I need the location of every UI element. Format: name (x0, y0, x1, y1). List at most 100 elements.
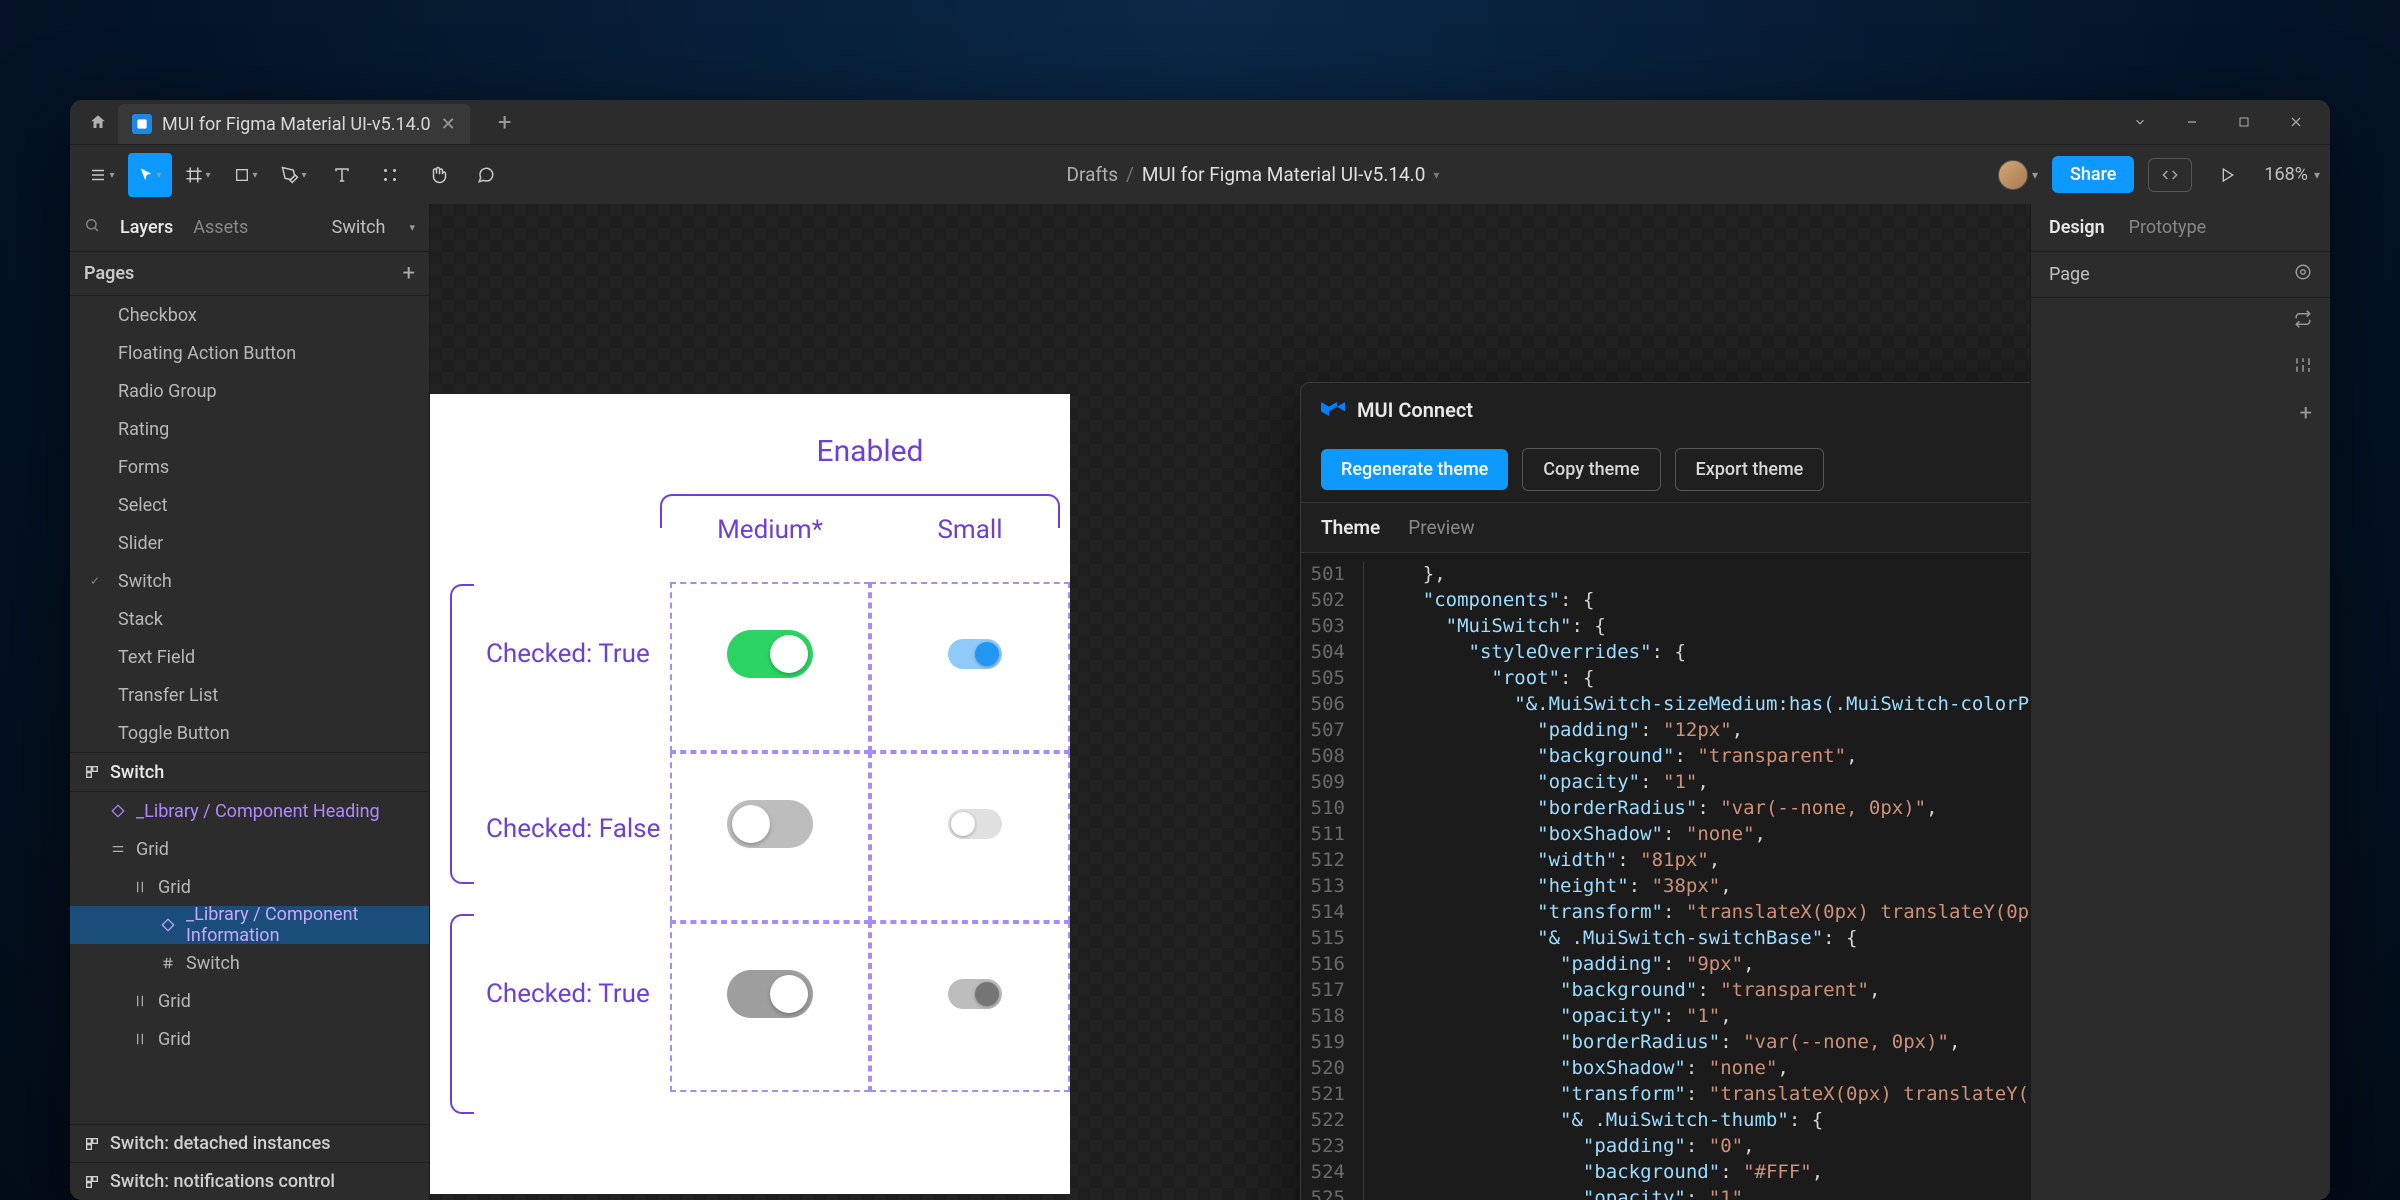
layer-item[interactable]: Grid (70, 830, 429, 868)
page-settings-icon[interactable] (2294, 263, 2312, 286)
design-tab[interactable]: Design (2049, 217, 2105, 238)
code-content: "opacity": "1", (1377, 1185, 2030, 1200)
page-item[interactable]: Stack (70, 600, 429, 638)
row-bracket (450, 914, 474, 1114)
page-item-label: Toggle Button (118, 723, 230, 744)
window-close-button[interactable] (2270, 100, 2322, 144)
titlebar: MUI for Figma Material UI-v5.14.0 ✕ + (70, 100, 2330, 144)
hand-tool-button[interactable] (416, 153, 460, 197)
copy-theme-button[interactable]: Copy theme (1522, 448, 1660, 491)
tab-title: MUI for Figma Material UI-v5.14.0 (162, 114, 431, 135)
pen-tool-button[interactable] (272, 153, 316, 197)
main-menu-button[interactable] (80, 153, 124, 197)
page-filter[interactable]: Switch (332, 217, 386, 238)
line-number: 514 (1301, 899, 1363, 925)
page-item[interactable]: Select (70, 486, 429, 524)
footer-item[interactable]: Switch: detached instances (70, 1124, 429, 1162)
code-content: "background": "transparent", (1377, 977, 2030, 1003)
code-content: "padding": "12px", (1377, 717, 2030, 743)
code-editor[interactable]: 501 },502 "components": {503 "MuiSwitch"… (1301, 553, 2030, 1200)
search-icon[interactable] (84, 217, 100, 238)
footer-item-label: Switch: detached instances (110, 1133, 330, 1154)
layer-item[interactable]: _Library / Component Information (70, 906, 429, 944)
code-line: 503 "MuiSwitch": { (1301, 613, 2030, 639)
layer-item[interactable]: Grid (70, 1020, 429, 1058)
code-content: "transform": "translateX(0px) translateY… (1377, 899, 2030, 925)
code-line: 514 "transform": "translateX(0px) transl… (1301, 899, 2030, 925)
page-item[interactable]: Radio Group (70, 372, 429, 410)
home-button[interactable] (78, 100, 118, 144)
canvas[interactable]: Enabled Medium* Small Checked: True Chec… (430, 204, 2030, 1200)
layer-item[interactable]: _Library / Component Heading (70, 792, 429, 830)
present-button[interactable] (2206, 153, 2250, 197)
code-content: "root": { (1377, 665, 2030, 691)
artboard[interactable]: Enabled Medium* Small Checked: True Chec… (430, 394, 1070, 1194)
frame-tool-button[interactable] (176, 153, 220, 197)
page-item[interactable]: Floating Action Button (70, 334, 429, 372)
sliders-icon[interactable] (2294, 356, 2312, 379)
switch-medium-unchecked[interactable] (727, 800, 813, 848)
swap-icon[interactable] (2294, 310, 2312, 333)
document-tab[interactable]: MUI for Figma Material UI-v5.14.0 ✕ (118, 104, 470, 144)
page-item[interactable]: Toggle Button (70, 714, 429, 752)
window-minimize-button[interactable] (2166, 100, 2218, 144)
play-icon (2220, 167, 2236, 183)
switch-small-checked[interactable] (948, 639, 1002, 669)
layer-item-label: Grid (158, 991, 191, 1012)
window-caret-button[interactable] (2114, 100, 2166, 144)
switch-small-unchecked[interactable] (948, 809, 1002, 839)
check-icon: ✓ (90, 574, 100, 588)
page-item-label: Slider (118, 533, 163, 554)
dev-mode-button[interactable] (2148, 158, 2192, 192)
page-item[interactable]: Transfer List (70, 676, 429, 714)
comment-tool-button[interactable] (464, 153, 508, 197)
page-item[interactable]: Text Field (70, 638, 429, 676)
code-content: "borderRadius": "var(--none, 0px)", (1377, 795, 2030, 821)
window-maximize-button[interactable] (2218, 100, 2270, 144)
switch-small-checked-secondary[interactable] (948, 979, 1002, 1009)
tab-theme[interactable]: Theme (1321, 516, 1380, 539)
layer-item-label: Grid (158, 877, 191, 898)
code-content: }, (1377, 561, 2030, 587)
code-icon (2159, 167, 2181, 183)
prototype-tab[interactable]: Prototype (2129, 217, 2207, 238)
row-bracket (450, 584, 474, 884)
page-item-label: Radio Group (118, 381, 217, 402)
move-tool-button[interactable] (128, 153, 172, 197)
chevron-down-icon[interactable]: ▾ (2032, 168, 2038, 182)
layer-item[interactable]: Grid (70, 982, 429, 1020)
page-item[interactable]: ✓Switch (70, 562, 429, 600)
footer-item[interactable]: Switch: notifications control (70, 1162, 429, 1200)
zoom-control[interactable]: 168% ▾ (2264, 164, 2320, 185)
assets-tab[interactable]: Assets (193, 217, 248, 238)
switch-medium-checked-secondary[interactable] (727, 970, 813, 1018)
resources-button[interactable] (368, 153, 412, 197)
share-button[interactable]: Share (2052, 156, 2134, 193)
regenerate-theme-button[interactable]: Regenerate theme (1321, 449, 1508, 490)
layer-item[interactable]: Grid (70, 868, 429, 906)
code-content: "&.MuiSwitch-sizeMedium:has(.MuiSwitch-c… (1377, 691, 2030, 717)
column-bracket (660, 494, 1060, 528)
tab-close-icon[interactable]: ✕ (441, 114, 456, 135)
plus-icon[interactable]: + (2300, 401, 2312, 426)
page-item-label: Stack (118, 609, 163, 630)
chevron-down-icon[interactable]: ▾ (1433, 168, 1439, 182)
new-tab-button[interactable]: + (490, 108, 520, 136)
page-item[interactable]: Slider (70, 524, 429, 562)
shape-tool-button[interactable] (224, 153, 268, 197)
add-page-button[interactable]: + (403, 261, 415, 286)
layer-item[interactable]: Switch (70, 944, 429, 982)
page-item[interactable]: Rating (70, 410, 429, 448)
page-item[interactable]: Checkbox (70, 296, 429, 334)
tab-preview[interactable]: Preview (1408, 516, 1474, 539)
code-line: 509 "opacity": "1", (1301, 769, 2030, 795)
layers-tab[interactable]: Layers (120, 217, 173, 238)
page-item[interactable]: Forms (70, 448, 429, 486)
user-avatar[interactable] (1998, 160, 2028, 190)
chevron-down-icon[interactable]: ▾ (409, 221, 415, 234)
breadcrumb[interactable]: Drafts / MUI for Figma Material UI-v5.14… (508, 163, 1998, 186)
pages-header: Pages + (70, 252, 429, 296)
switch-medium-checked[interactable] (727, 630, 813, 678)
text-tool-button[interactable] (320, 153, 364, 197)
export-theme-button[interactable]: Export theme (1675, 448, 1825, 491)
